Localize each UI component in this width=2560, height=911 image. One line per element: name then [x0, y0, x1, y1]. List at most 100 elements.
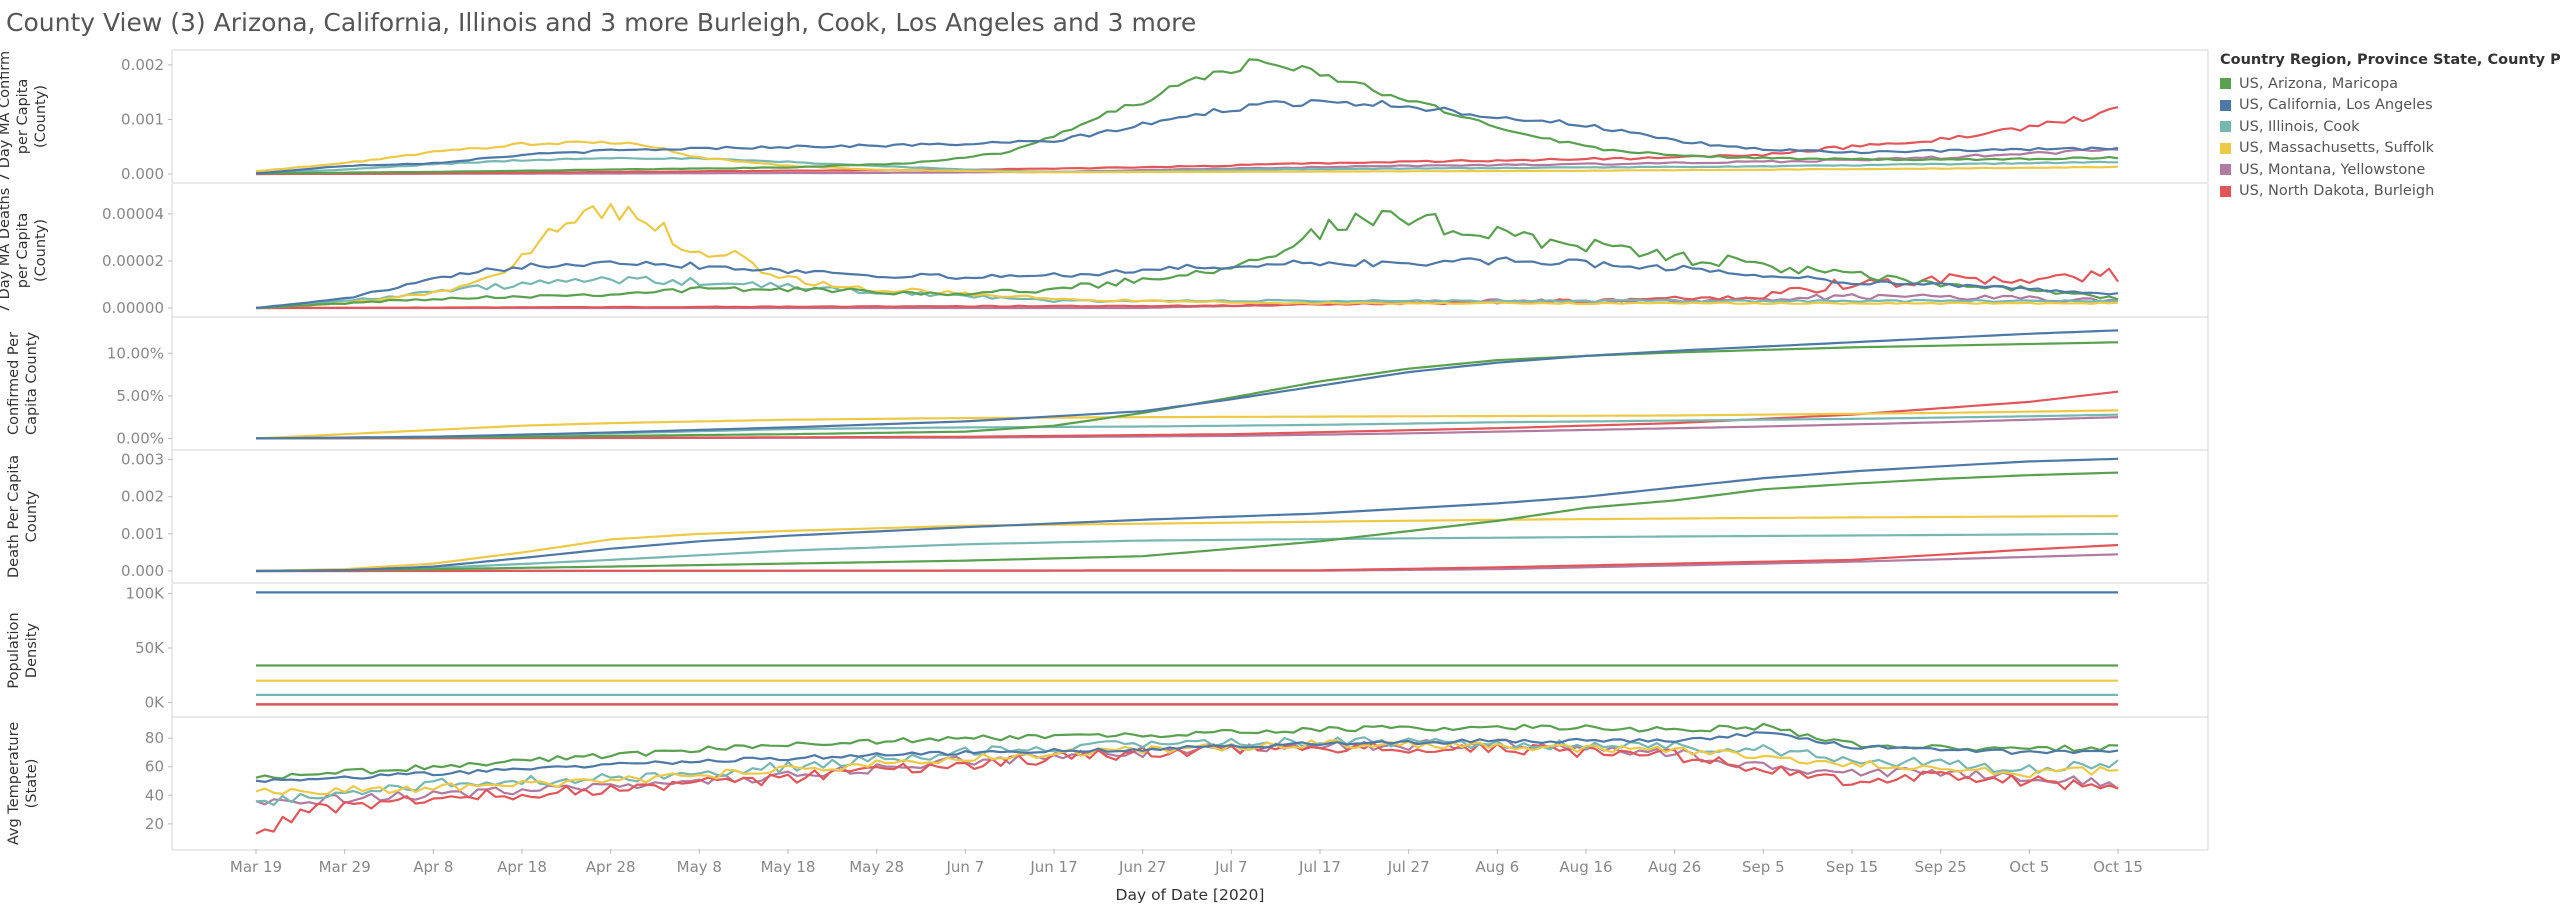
x-tick-label: Jun 7	[945, 858, 984, 876]
legend-item[interactable]: US, Arizona, Maricopa	[2220, 73, 2556, 95]
series-line-2	[255, 99, 2119, 175]
series-line-5	[256, 147, 2119, 176]
panel-4: 0.000 0.001 0.002 0.003 Death Per Capita Coun…	[6, 450, 2209, 584]
x-tick-label: Jul 27	[1387, 858, 1430, 876]
x-axis-label: Day of Date [2020]	[1116, 886, 1265, 904]
x-tick-label: Oct 15	[2093, 858, 2143, 876]
x-tick-label: May 18	[761, 858, 816, 876]
legend-swatch	[2220, 99, 2231, 111]
y-axis-label-line: 7 Day MA Confirm	[0, 51, 13, 182]
series-line-4	[255, 140, 2119, 174]
y-tick-label: 5.00%	[116, 387, 164, 405]
series-line-2	[256, 457, 2119, 573]
legend-item[interactable]: US, North Dakota, Burleigh	[2220, 181, 2556, 203]
legend-label: US, Massachusetts, Suffolk	[2239, 140, 2435, 157]
legend-label: US, Montana, Yellowstone	[2239, 161, 2426, 178]
x-tick-label: May 28	[849, 858, 904, 876]
y-axis-label-line: (County)	[33, 85, 49, 148]
y-tick-label: 10.00%	[107, 344, 164, 362]
series-line-1	[255, 471, 2119, 573]
series-line-6	[256, 543, 2119, 573]
y-axis-label-line: Confirmed Per	[6, 332, 22, 435]
y-tick-label: 0.00004	[102, 205, 164, 223]
series-line-4	[255, 409, 2119, 440]
x-tick-label: Sep 15	[1826, 858, 1878, 876]
legend-label: US, Illinois, Cook	[2239, 118, 2360, 135]
panel-5: 0K 50K 100K Population Density	[6, 584, 2209, 718]
series-line-4	[255, 514, 2119, 573]
series-line-2	[255, 731, 2119, 783]
y-axis-label-line: Density	[24, 623, 40, 679]
x-tick-label: Apr 28	[586, 858, 636, 876]
x-tick-label: Apr 8	[413, 858, 453, 876]
series-line-2	[256, 329, 2119, 440]
series-line-2	[255, 256, 2119, 310]
y-tick-label: 50K	[135, 639, 165, 657]
x-tick-label: Jun 17	[1029, 858, 1077, 876]
y-axis-label-line: Death Per Capita	[6, 455, 22, 578]
y-tick-label: 0.001	[121, 110, 164, 128]
x-tick-label: Oct 5	[2009, 858, 2049, 876]
y-tick-label: 0.002	[121, 56, 164, 74]
y-tick-label: 0.00000	[102, 299, 164, 317]
y-tick-label: 0K	[145, 694, 166, 712]
legend-title: Country Region, Province State, County P…	[2220, 52, 2560, 68]
legend-item[interactable]: US, Montana, Yellowstone	[2220, 159, 2556, 181]
y-tick-label: 0.003	[121, 451, 164, 469]
x-tick-label: Mar 29	[319, 858, 371, 876]
x-tick-label: Aug 26	[1648, 858, 1701, 876]
x-tick-label: Aug 16	[1559, 858, 1612, 876]
x-tick-label: Sep 25	[1915, 858, 1967, 876]
panel-6: 20 40 60 80 Avg Temperature (State)	[6, 717, 2209, 851]
series-line-1	[255, 722, 2119, 780]
x-tick-label: Jul 17	[1298, 858, 1341, 876]
series-line-6	[256, 106, 2119, 176]
y-tick-label: 40	[145, 786, 164, 804]
y-tick-label: 0.000	[121, 562, 164, 580]
series-line-4	[255, 203, 2119, 310]
legend[interactable]: Country Region, Province State, County P…	[2220, 52, 2560, 203]
series-line-6	[255, 741, 2119, 835]
y-axis-label-line: Avg Temperature	[6, 722, 22, 845]
legend-item[interactable]: US, Massachusetts, Suffolk	[2220, 138, 2556, 160]
page-title: County View (3) Arizona, California, Ill…	[6, 8, 1197, 37]
y-tick-label: 100K	[126, 584, 166, 602]
series-line-3	[255, 532, 2118, 573]
series-line-6	[256, 267, 2119, 310]
panel-2: 0.00000 0.00002 0.00004 7 Day MA Deathsper …	[0, 184, 2209, 318]
y-axis-label-line: (County)	[33, 219, 49, 282]
series-line-5	[255, 738, 2119, 806]
y-tick-label: 0.00002	[102, 252, 164, 270]
x-tick-label: May 8	[677, 858, 722, 876]
legend-swatch	[2220, 121, 2231, 133]
legend-swatch	[2220, 164, 2231, 176]
legend-item[interactable]: US, California, Los Angeles	[2220, 95, 2556, 117]
series-line-1	[255, 209, 2119, 310]
y-axis-label-line: (State)	[24, 759, 40, 809]
x-tick-label: Mar 19	[230, 858, 282, 876]
y-axis-label-line: County	[24, 490, 40, 542]
legend-label: US, Arizona, Maricopa	[2239, 75, 2399, 92]
legend-swatch	[2220, 142, 2231, 154]
x-tick-label: Jun 27	[1118, 858, 1166, 876]
legend-item[interactable]: US, Illinois, Cook	[2220, 116, 2556, 138]
y-axis-label: Death Per Capita County	[6, 455, 40, 578]
y-axis-label-line: per Capita	[15, 79, 31, 155]
y-axis-label: Avg Temperature (State)	[6, 722, 40, 845]
x-tick-label: Apr 18	[497, 858, 547, 876]
legend-label: US, North Dakota, Burleigh	[2239, 183, 2435, 200]
y-axis-label-line: Population	[6, 612, 22, 688]
panel-3: 0.00% 5.00% 10.00% Confirmed Per Capita Coun…	[6, 317, 2209, 451]
y-axis-label: Population Density	[6, 612, 40, 688]
series-line-6	[256, 390, 2119, 440]
x-tick-label: Sep 5	[1742, 858, 1785, 876]
series-line-4	[255, 739, 2119, 796]
y-tick-label: 0.002	[121, 488, 164, 506]
y-tick-label: 0.000	[121, 165, 164, 183]
legend-label: US, California, Los Angeles	[2239, 97, 2433, 114]
y-tick-label: 0.00%	[116, 429, 164, 447]
